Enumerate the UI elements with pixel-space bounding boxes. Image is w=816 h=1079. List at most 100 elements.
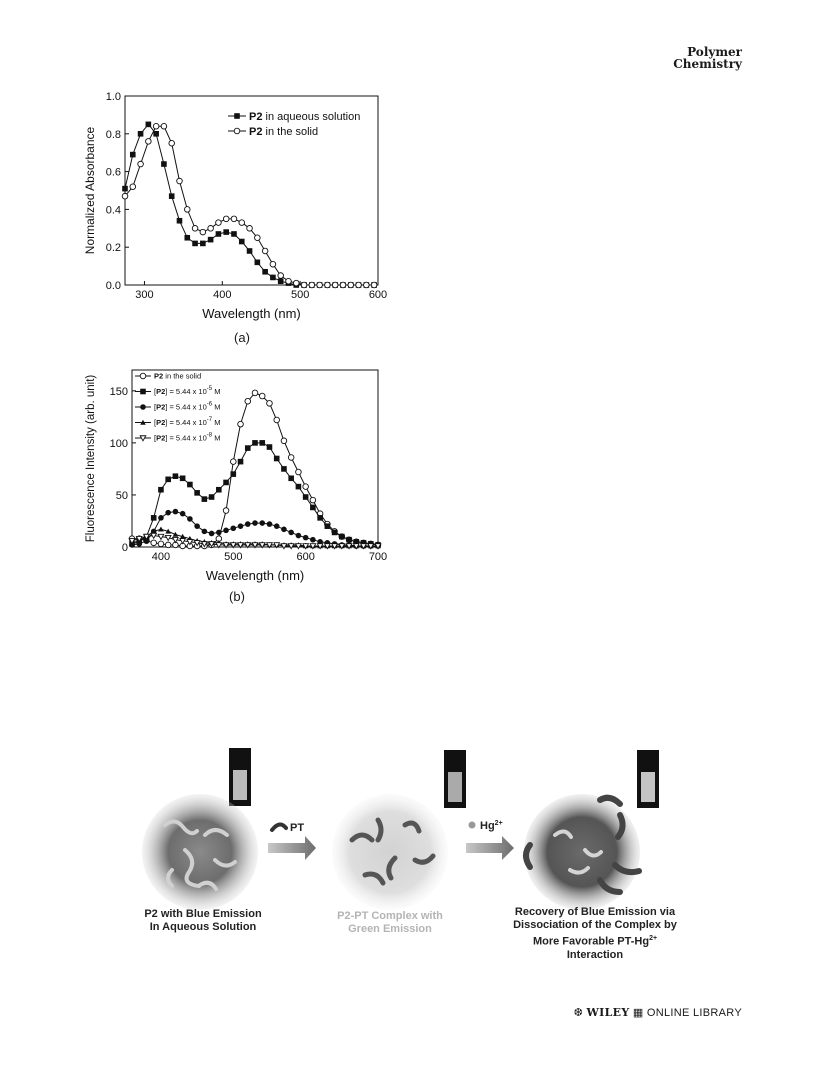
data-point — [345, 543, 353, 550]
data-point — [287, 543, 295, 550]
journal-name-line1: Polymer — [687, 45, 742, 59]
legend-marker — [139, 372, 147, 380]
data-point — [128, 538, 136, 545]
data-point — [207, 236, 214, 243]
data-point — [317, 538, 323, 545]
data-point — [302, 543, 310, 550]
data-point — [246, 248, 253, 254]
data-point — [158, 515, 164, 521]
data-point — [216, 529, 222, 536]
data-point — [222, 507, 230, 514]
stage-1-blob — [142, 794, 258, 910]
y-tick-label: 0.0 — [106, 280, 121, 292]
data-point — [208, 494, 215, 500]
y-tick-label: 0.8 — [106, 129, 121, 141]
data-point — [265, 542, 274, 549]
data-point — [122, 185, 128, 192]
x-tick-label: 600 — [296, 551, 314, 563]
x-tick-label: 400 — [213, 289, 231, 301]
data-point — [287, 454, 295, 461]
x-tick-label: 500 — [291, 289, 309, 301]
data-point — [295, 468, 302, 476]
series-2 — [129, 440, 381, 548]
data-point — [231, 231, 237, 237]
data-point — [194, 523, 200, 529]
data-point — [338, 543, 346, 550]
data-point — [339, 533, 345, 540]
data-point — [251, 542, 259, 549]
stage-2-label: P2-PT Complex with Green Emission — [337, 910, 443, 935]
data-point — [222, 215, 230, 223]
data-point — [331, 543, 339, 550]
legend-entry: P2 in aqueous solution — [249, 111, 360, 123]
data-point — [129, 183, 137, 190]
data-point — [192, 240, 198, 247]
wiley-text: WILEY — [586, 1006, 630, 1019]
data-point — [142, 533, 151, 541]
data-point — [150, 539, 157, 547]
series-1 — [122, 121, 377, 288]
data-point — [157, 540, 165, 548]
data-point — [277, 278, 284, 285]
data-point — [208, 530, 215, 537]
data-point — [158, 526, 164, 532]
data-point — [187, 481, 193, 488]
legend-marker — [140, 419, 146, 425]
legend-marker — [140, 388, 146, 395]
data-point — [157, 533, 165, 541]
series-5 — [128, 532, 382, 550]
data-point — [129, 151, 136, 158]
legend-entry: P2 in the solid — [154, 372, 201, 381]
data-point — [172, 508, 179, 515]
fluorescence-plot: 400 500 600 700 0 50 100 150 Wavelength (nm) Fluo… — [85, 369, 387, 583]
data-point — [316, 281, 323, 289]
data-point — [194, 490, 200, 496]
data-point — [236, 542, 245, 549]
data-point — [324, 523, 331, 529]
x-tick-label: 600 — [369, 289, 387, 301]
data-point — [288, 475, 294, 482]
legend: P2 in aqueous solution P2 in the solid — [228, 111, 360, 138]
data-point — [273, 416, 280, 424]
data-point — [179, 538, 187, 545]
data-point — [331, 281, 339, 289]
data-point — [171, 537, 179, 544]
data-point — [168, 140, 175, 147]
x-tick-label: 700 — [369, 551, 387, 563]
x-axis-label: Wavelength (nm) — [206, 568, 305, 583]
data-point — [222, 542, 230, 549]
data-point — [295, 483, 302, 490]
scheme-illustration: PT Hg2+ P2 with Blue Emission In Aqueous… — [0, 740, 816, 970]
data-point — [172, 473, 179, 479]
scheme-graphic: PT Hg2+ — [142, 748, 659, 910]
data-point — [230, 525, 237, 532]
vial-3-icon — [637, 750, 659, 808]
data-point — [176, 177, 183, 185]
data-point — [339, 281, 347, 289]
data-point — [150, 528, 157, 534]
wiley-logo-icon: ❆ — [573, 1007, 584, 1019]
data-point — [258, 542, 266, 549]
absorbance-chart: 300 400 500 600 0.0 0.2 0.4 0.6 0.8 1.0 Wavelength… — [80, 88, 400, 328]
legend-marker — [139, 435, 147, 442]
data-point — [302, 534, 309, 541]
data-point — [229, 542, 237, 549]
data-point — [302, 483, 309, 490]
data-point — [269, 260, 277, 268]
data-point — [273, 455, 280, 462]
data-point — [246, 225, 253, 232]
data-point — [281, 466, 287, 472]
data-point — [160, 122, 168, 130]
data-point — [281, 526, 287, 533]
data-point — [207, 225, 214, 232]
legend: P2 in the solid [P2] = 5.44 x 10-5 M [P2] … — [135, 372, 220, 443]
series-line — [131, 442, 379, 546]
data-point — [360, 540, 367, 546]
data-point — [277, 272, 284, 279]
data-point — [165, 476, 171, 483]
data-point — [215, 219, 222, 226]
data-point — [137, 160, 144, 168]
journal-name: Polymer Chemistry — [673, 46, 742, 70]
data-point — [370, 281, 378, 289]
data-point — [200, 541, 208, 548]
